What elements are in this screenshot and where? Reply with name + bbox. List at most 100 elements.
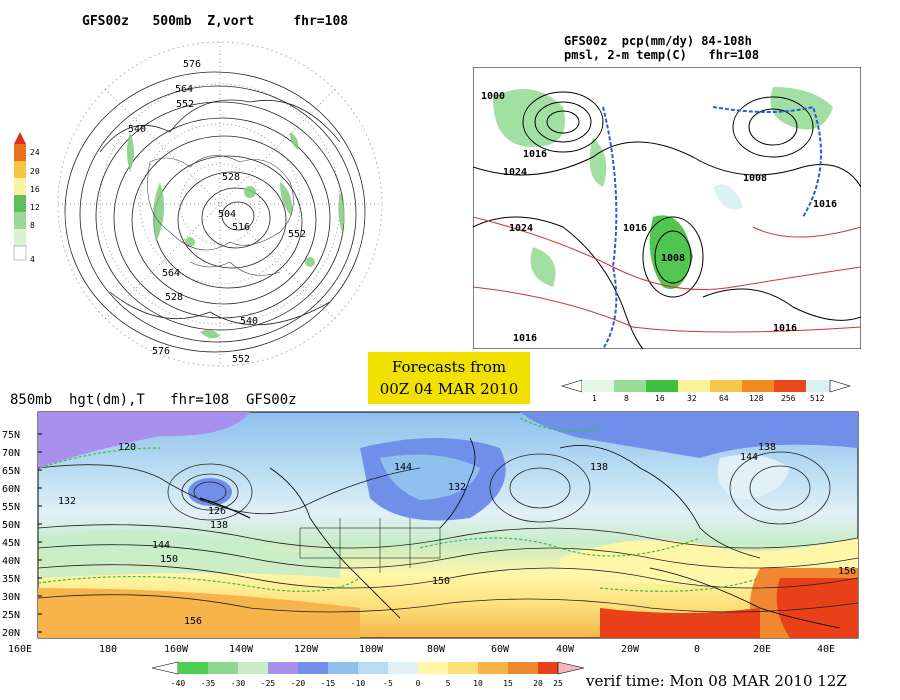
lat-tick: 60N (2, 484, 20, 495)
verif-time: verif time: Mon 08 MAR 2010 12Z (586, 672, 847, 690)
vort-colorbar-tick: 16 (30, 185, 40, 194)
lat-tick: 75N (2, 430, 20, 441)
lat-tick: 50N (2, 520, 20, 531)
lon-tick: 180 (99, 644, 117, 655)
vort-contour-label: 528 (165, 292, 183, 303)
lon-tick: 80W (427, 644, 446, 655)
temp-colorbar-tick: -35 (201, 679, 216, 688)
vort-contour-label: 564 (162, 268, 180, 279)
pcp-isobar-label: 1024 (509, 223, 533, 234)
hgt-height-contours (37, 451, 859, 613)
lon-tick: 100W (359, 644, 384, 655)
forecast-from-label: Forecasts from (391, 358, 507, 376)
vort-panel-title: GFS00z 500mb Z,vort fhr=108 (82, 14, 349, 29)
lon-tick: 40E (817, 644, 835, 655)
pcp-colorbar-tick: 16 (655, 394, 665, 403)
hgt-contour-label: 138 (590, 462, 608, 473)
lat-tick: 25N (2, 610, 20, 621)
hgt-contour-label: 144 (740, 452, 758, 463)
vort-colorbar-tick: 12 (30, 203, 40, 212)
lat-tick: 40N (2, 556, 20, 567)
temp-colorbar-tick: -5 (383, 679, 393, 688)
lon-tick: 0 (694, 644, 700, 655)
lat-tick: 20N (2, 628, 20, 639)
vort-contour-label: 552 (288, 229, 306, 240)
lat-tick: 35N (2, 574, 20, 585)
hgt-contour-label: 144 (394, 462, 412, 473)
hgt-temp-contours (37, 417, 761, 592)
vort-contour-label: 552 (176, 99, 194, 110)
vort-colorbar-tick: 4 (30, 255, 35, 264)
lat-tick: 30N (2, 592, 20, 603)
lon-tick: 20W (621, 644, 640, 655)
hgt-contour-label: 150 (160, 554, 178, 565)
pcp-isobar-label: 1016 (773, 323, 797, 334)
hgt-contour-label: 144 (152, 540, 170, 551)
vort-coastlines (147, 155, 294, 276)
pcp-isobar-label: 1024 (503, 167, 527, 178)
pcp-panel-title-line2: pmsl, 2-m temp(C) fhr=108 (564, 48, 760, 62)
vort-contour-label: 564 (175, 84, 193, 95)
temp-colorbar-tick: -25 (261, 679, 276, 688)
temp-colorbar-tick: -40 (171, 679, 186, 688)
lat-tick: 65N (2, 466, 20, 477)
lon-tick: 140W (229, 644, 254, 655)
vort-contour-label: 552 (232, 354, 250, 365)
temp-colorbar-tick: 15 (503, 679, 513, 688)
forecast-init-time: 00Z 04 MAR 2010 (379, 380, 519, 398)
pcp-shading (493, 87, 833, 289)
pcp-temp-contours (473, 105, 861, 349)
temp-colorbar-tick: 0 (416, 679, 421, 688)
temp-colorbar-tick: 20 (533, 679, 543, 688)
vort-colorbar-tick: 20 (30, 167, 40, 176)
pcp-colorbar-tick: 32 (687, 394, 697, 403)
vort-shading (127, 132, 345, 339)
vort-colorbar-tick: 8 (30, 221, 35, 230)
temp-colorbar-tick: 10 (473, 679, 483, 688)
vort-contour-label: 504 (218, 209, 236, 220)
pcp-isobar-label: 1000 (481, 91, 505, 102)
pcp-isobar-label: 1008 (661, 253, 685, 264)
hgt-contour-label: 156 (838, 566, 856, 577)
pcp-colorbar-tick: 512 (810, 394, 825, 403)
pcp-colorbar-tick: 1 (592, 394, 597, 403)
vort-colorbar: 24 20 16 12 8 4 (13, 132, 40, 264)
pcp-isobar-label: 1008 (743, 173, 767, 184)
lon-tick: 60W (491, 644, 510, 655)
pcp-isobar-label: 1016 (513, 333, 537, 344)
hgt-panel-title: 850mb hgt(dm),T fhr=108 GFS00z (10, 392, 297, 408)
pcp-colorbar-tick: 64 (719, 394, 729, 403)
temp-colorbar-tick: 25 (553, 679, 563, 688)
temp-colorbar-tick: -10 (351, 679, 366, 688)
hgt-coastlines (199, 437, 841, 629)
vort-contour-label: 540 (240, 316, 258, 327)
pcp-colorbar: 1 8 16 32 64 128 256 512 (560, 379, 852, 403)
hgt-contour-label: 132 (448, 482, 466, 493)
pcp-panel-title-line1: GFS00z pcp(mm/dy) 84-108h (564, 34, 752, 48)
vort-contour-label: 576 (152, 346, 170, 357)
pcp-isobar-label: 1016 (623, 223, 647, 234)
lon-tick: 20E (753, 644, 771, 655)
temp-colorbar-tick: -15 (321, 679, 336, 688)
temp-colorbar-tick: 5 (446, 679, 451, 688)
hgt-contour-label: 138 (758, 442, 776, 453)
lon-tick: 120W (294, 644, 319, 655)
vort-contour-label: 516 (232, 222, 250, 233)
pcp-colorbar-tick: 128 (749, 394, 764, 403)
temp-colorbar-tick: -30 (231, 679, 246, 688)
hgt-contour-label: 156 (184, 616, 202, 627)
hgt-contour-label: 132 (58, 496, 76, 507)
hgt-contour-label: 126 (208, 506, 226, 517)
pcp-colorbar-tick: 256 (781, 394, 796, 403)
vort-contour-label: 528 (222, 172, 240, 183)
pcp-isobar-label: 1016 (813, 199, 837, 210)
vort-contour-label: 540 (128, 124, 146, 135)
hgt-contour-label: 120 (118, 442, 136, 453)
temp-colorbar: -40 -35 -30 -25 -20 -15 -10 -5 0 5 10 15… (151, 661, 585, 688)
lon-tick: 40W (556, 644, 575, 655)
forecast-info-box: Forecasts from 00Z 04 MAR 2010 (368, 352, 530, 404)
pcp-isobars (473, 91, 861, 349)
hgt-contour-label: 138 (210, 520, 228, 531)
vort-polar-map: 576 564 552 540 528 516 504 552 564 576 … (57, 41, 383, 367)
hgt-map: 120 132 138 144 150 156 126 132 138 144 … (2, 411, 859, 655)
